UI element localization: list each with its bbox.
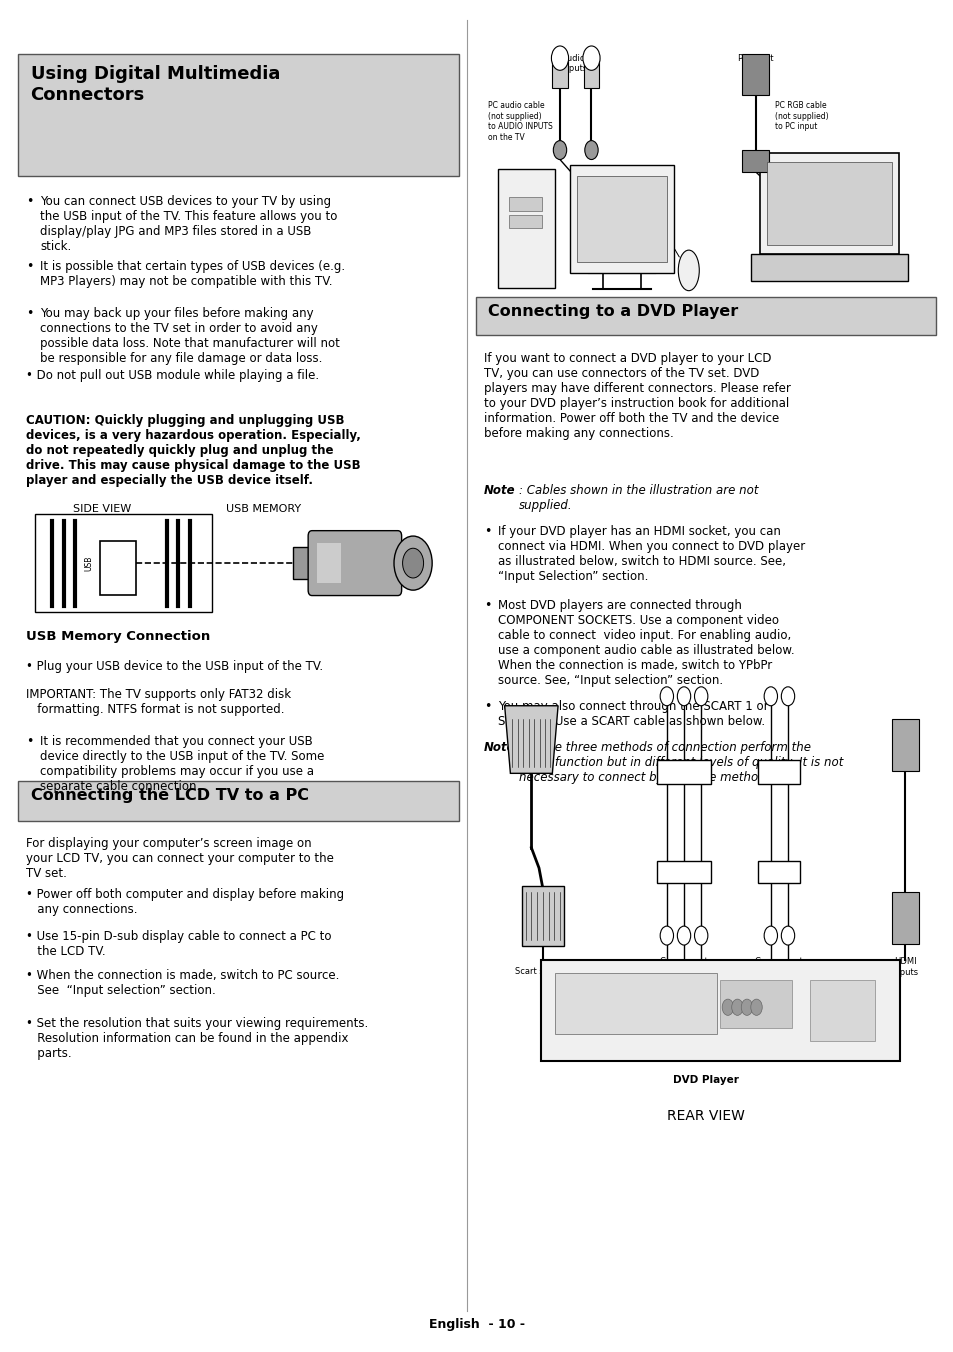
Bar [577, 176, 666, 262]
Text: For displaying your computer’s screen image on
your LCD TV, you can connect your: For displaying your computer’s screen im… [26, 837, 334, 880]
Text: DVD Player: DVD Player [672, 1075, 739, 1084]
Bar [758, 861, 800, 883]
Circle shape [582, 46, 599, 70]
Text: : Cables shown in the illustration are not
supplied.: : Cables shown in the illustration are n… [518, 484, 758, 512]
Circle shape [659, 926, 673, 945]
Bar [657, 760, 710, 784]
Circle shape [763, 687, 777, 706]
Bar [758, 760, 800, 784]
Bar [509, 215, 541, 228]
Text: • Set the resolution that suits your viewing requirements.
   Resolution informa: • Set the resolution that suits your vie… [26, 1017, 368, 1060]
Circle shape [694, 926, 707, 945]
Bar [497, 169, 555, 288]
Text: If your DVD player has an HDMI socket, you can
connect via HDMI. When you connec: If your DVD player has an HDMI socket, y… [497, 525, 804, 583]
Text: •: • [483, 700, 491, 714]
Circle shape [731, 999, 742, 1015]
Text: •: • [483, 599, 491, 612]
Bar [720, 980, 791, 1028]
Text: •: • [26, 735, 33, 749]
Circle shape [677, 687, 690, 706]
Circle shape [781, 926, 794, 945]
Text: SIDE VIEW: SIDE VIEW [73, 504, 132, 514]
Circle shape [551, 46, 568, 70]
Text: : These three methods of connection perform the
same function but in different l: : These three methods of connection perf… [518, 741, 842, 784]
Bar [293, 546, 312, 579]
Text: PC RGB cable
(not supplied)
to PC input: PC RGB cable (not supplied) to PC input [774, 101, 827, 131]
Circle shape [584, 141, 598, 160]
Text: You may also connect through the SCART 1 or
SCART 2. Use a SCART cable as shown : You may also connect through the SCART 1… [497, 700, 768, 729]
Text: PC Input: PC Input [737, 54, 773, 64]
Text: It is possible that certain types of USB devices (e.g.
MP3 Players) may not be c: It is possible that certain types of USB… [40, 260, 345, 288]
Text: Component
video
inputs: Component video inputs [659, 957, 708, 987]
Text: Note: Note [483, 484, 515, 498]
Circle shape [740, 999, 752, 1015]
Text: Component
audio
inputs: Component audio inputs [754, 957, 803, 987]
Circle shape [721, 999, 733, 1015]
Text: • When the connection is made, switch to PC source.
   See  “Input selection” se: • When the connection is made, switch to… [26, 969, 338, 998]
Text: It is recommended that you connect your USB
device directly to the USB input of : It is recommended that you connect your … [40, 735, 324, 794]
Text: Connecting to a DVD Player: Connecting to a DVD Player [488, 304, 738, 319]
Bar [760, 153, 898, 254]
Text: Note: Note [483, 741, 515, 754]
Circle shape [402, 549, 423, 579]
Bar [540, 960, 899, 1061]
Text: CAUTION: Quickly plugging and unplugging USB
devices, is a very hazardous operat: CAUTION: Quickly plugging and unplugging… [26, 414, 360, 487]
Text: • Power off both computer and display before making
   any connections.: • Power off both computer and display be… [26, 888, 343, 917]
Bar [891, 892, 918, 944]
Bar [100, 541, 136, 595]
Bar [766, 162, 891, 245]
Text: USB: USB [84, 556, 93, 571]
Text: You can connect USB devices to your TV by using
the USB input of the TV. This fe: You can connect USB devices to your TV b… [40, 195, 337, 253]
Bar [509, 197, 541, 211]
Bar [555, 973, 716, 1034]
Text: IMPORTANT: The TV supports only FAT32 disk
   formatting. NTFS format is not sup: IMPORTANT: The TV supports only FAT32 di… [26, 688, 291, 717]
Circle shape [694, 687, 707, 706]
Circle shape [394, 535, 432, 589]
Text: Scart sockets: Scart sockets [515, 967, 570, 976]
Text: • Plug your USB device to the USB input of the TV.: • Plug your USB device to the USB input … [26, 660, 322, 673]
Bar [35, 514, 212, 612]
Bar [316, 542, 340, 584]
Bar [741, 54, 768, 95]
Text: •: • [483, 525, 491, 538]
Bar [809, 980, 874, 1041]
Polygon shape [504, 706, 558, 773]
Bar [750, 254, 907, 281]
Bar [569, 165, 674, 273]
Text: USB MEMORY: USB MEMORY [226, 504, 301, 514]
Bar [583, 58, 598, 88]
Text: • Do not pull out USB module while playing a file.: • Do not pull out USB module while playi… [26, 369, 318, 383]
Text: USB Memory Connection: USB Memory Connection [26, 630, 210, 644]
Polygon shape [521, 886, 563, 946]
Text: Most DVD players are connected through
COMPONENT SOCKETS. Use a component video
: Most DVD players are connected through C… [497, 599, 794, 687]
Bar [476, 297, 935, 335]
Circle shape [553, 141, 566, 160]
Ellipse shape [678, 250, 699, 291]
Text: If you want to connect a DVD player to your LCD
TV, you can use connectors of th: If you want to connect a DVD player to y… [483, 352, 790, 439]
Circle shape [750, 999, 761, 1015]
Text: Audio
Inputs: Audio Inputs [560, 54, 587, 73]
Bar [552, 58, 567, 88]
Text: PC audio cable
(not supplied)
to AUDIO INPUTS
on the TV: PC audio cable (not supplied) to AUDIO I… [488, 101, 553, 142]
Text: •: • [26, 260, 33, 273]
Circle shape [781, 687, 794, 706]
Bar [18, 54, 458, 176]
Bar [891, 719, 918, 771]
Text: • Use 15-pin D-sub display cable to connect a PC to
   the LCD TV.: • Use 15-pin D-sub display cable to conn… [26, 930, 331, 959]
Text: HDMI
inputs: HDMI inputs [891, 957, 918, 976]
Text: English  - 10 -: English - 10 - [429, 1318, 524, 1332]
Circle shape [659, 687, 673, 706]
Bar [657, 861, 710, 883]
Circle shape [677, 926, 690, 945]
Bar [18, 781, 458, 821]
Text: Connecting the LCD TV to a PC: Connecting the LCD TV to a PC [30, 788, 308, 803]
Text: Using Digital Multimedia
Connectors: Using Digital Multimedia Connectors [30, 65, 279, 104]
Text: REAR VIEW: REAR VIEW [666, 1109, 744, 1122]
FancyBboxPatch shape [308, 530, 401, 595]
Bar [741, 150, 768, 172]
Circle shape [763, 926, 777, 945]
Text: •: • [26, 307, 33, 320]
Text: You may back up your files before making any
connections to the TV set in order : You may back up your files before making… [40, 307, 339, 365]
Text: •: • [26, 195, 33, 208]
